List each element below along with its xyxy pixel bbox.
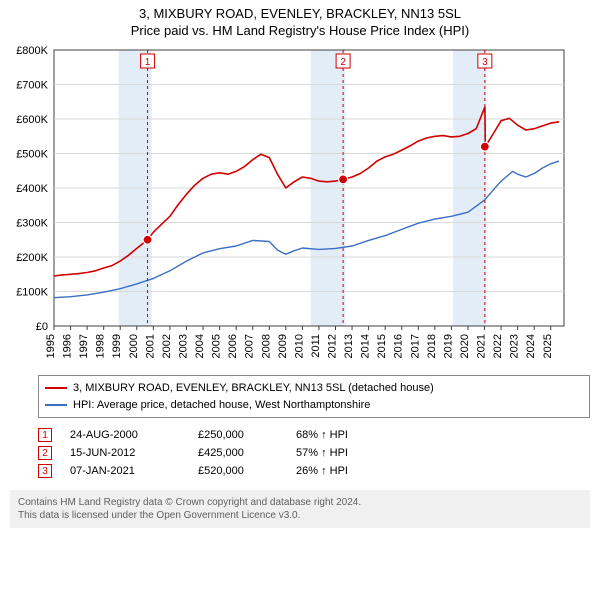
y-tick-label: £300K	[16, 218, 48, 230]
event-date: 15-JUN-2012	[70, 447, 180, 459]
x-tick-label: 2006	[227, 334, 239, 358]
x-tick-label: 2025	[542, 334, 554, 358]
event-date: 24-AUG-2000	[70, 429, 180, 441]
x-tick-label: 2017	[409, 334, 421, 358]
x-tick-label: 2022	[492, 334, 504, 358]
x-tick-label: 2019	[442, 334, 454, 358]
x-tick-label: 1997	[78, 334, 90, 358]
y-tick-label: £100K	[16, 287, 48, 299]
x-tick-label: 2001	[144, 334, 156, 358]
y-tick-label: £0	[36, 321, 48, 333]
x-tick-label: 2010	[293, 334, 305, 358]
x-tick-label: 2009	[277, 334, 289, 358]
x-tick-label: 2023	[509, 334, 521, 358]
event-price: £250,000	[198, 429, 278, 441]
x-tick-label: 2007	[244, 334, 256, 358]
x-tick-label: 1998	[95, 334, 107, 358]
legend-swatch	[45, 404, 67, 406]
x-tick-label: 2021	[476, 334, 488, 358]
legend-row: 3, MIXBURY ROAD, EVENLEY, BRACKLEY, NN13…	[45, 380, 583, 397]
legend-row: HPI: Average price, detached house, West…	[45, 397, 583, 414]
x-tick-label: 2005	[211, 334, 223, 358]
y-tick-label: £600K	[16, 114, 48, 126]
x-tick-label: 1996	[62, 334, 74, 358]
legend: 3, MIXBURY ROAD, EVENLEY, BRACKLEY, NN13…	[38, 375, 590, 418]
event-price: £520,000	[198, 465, 278, 477]
x-tick-label: 2004	[194, 334, 206, 358]
y-tick-label: £200K	[16, 252, 48, 264]
event-flag-number: 3	[482, 57, 488, 68]
x-tick-label: 2013	[343, 334, 355, 358]
event-row: 1 24-AUG-2000 £250,000 68% ↑ HPI	[38, 426, 590, 444]
event-diff: 68% ↑ HPI	[296, 429, 348, 441]
x-tick-label: 2024	[525, 334, 537, 358]
x-tick-label: 2000	[128, 334, 140, 358]
legend-label: HPI: Average price, detached house, West…	[73, 397, 370, 414]
y-tick-label: £700K	[16, 80, 48, 92]
legend-swatch	[45, 387, 67, 389]
y-tick-label: £400K	[16, 183, 48, 195]
event-price: £425,000	[198, 447, 278, 459]
event-badge: 1	[38, 428, 52, 442]
x-tick-label: 2003	[177, 334, 189, 358]
events-table: 1 24-AUG-2000 £250,000 68% ↑ HPI 2 15-JUN-201…	[38, 426, 590, 480]
event-badge: 3	[38, 464, 52, 478]
page: 3, MIXBURY ROAD, EVENLEY, BRACKLEY, NN13…	[0, 0, 600, 590]
x-tick-label: 2020	[459, 334, 471, 358]
x-tick-label: 2012	[326, 334, 338, 358]
x-tick-label: 1999	[111, 334, 123, 358]
event-flag-number: 2	[340, 57, 346, 68]
x-tick-label: 2016	[393, 334, 405, 358]
event-date: 07-JAN-2021	[70, 465, 180, 477]
x-tick-label: 2014	[360, 334, 372, 358]
title-line-2: Price paid vs. HM Land Registry's House …	[4, 23, 596, 38]
event-marker	[480, 142, 489, 151]
event-marker	[339, 175, 348, 184]
x-tick-label: 1995	[45, 334, 57, 358]
y-tick-label: £800K	[16, 45, 48, 57]
x-tick-label: 2015	[376, 334, 388, 358]
x-tick-label: 2002	[161, 334, 173, 358]
x-tick-label: 2018	[426, 334, 438, 358]
event-row: 3 07-JAN-2021 £520,000 26% ↑ HPI	[38, 462, 590, 480]
event-badge: 2	[38, 446, 52, 460]
event-diff: 57% ↑ HPI	[296, 447, 348, 459]
legend-label: 3, MIXBURY ROAD, EVENLEY, BRACKLEY, NN13…	[73, 380, 434, 397]
title-block: 3, MIXBURY ROAD, EVENLEY, BRACKLEY, NN13…	[0, 0, 600, 40]
footer-attribution: Contains HM Land Registry data © Crown c…	[10, 490, 590, 528]
y-tick-label: £500K	[16, 149, 48, 161]
footer-line-2: This data is licensed under the Open Gov…	[18, 509, 582, 522]
chart-svg: £0 £100K £200K £300K £400K £500K £600K £700K £80…	[10, 44, 570, 364]
x-tick-label: 2008	[260, 334, 272, 358]
event-flag-number: 1	[145, 57, 151, 68]
title-line-1: 3, MIXBURY ROAD, EVENLEY, BRACKLEY, NN13…	[4, 6, 596, 21]
footer-line-1: Contains HM Land Registry data © Crown c…	[18, 496, 582, 509]
event-marker	[143, 235, 152, 244]
x-tick-label: 2011	[310, 334, 322, 358]
event-diff: 26% ↑ HPI	[296, 465, 348, 477]
chart: £0 £100K £200K £300K £400K £500K £600K £700K £80…	[10, 44, 590, 369]
event-row: 2 15-JUN-2012 £425,000 57% ↑ HPI	[38, 444, 590, 462]
